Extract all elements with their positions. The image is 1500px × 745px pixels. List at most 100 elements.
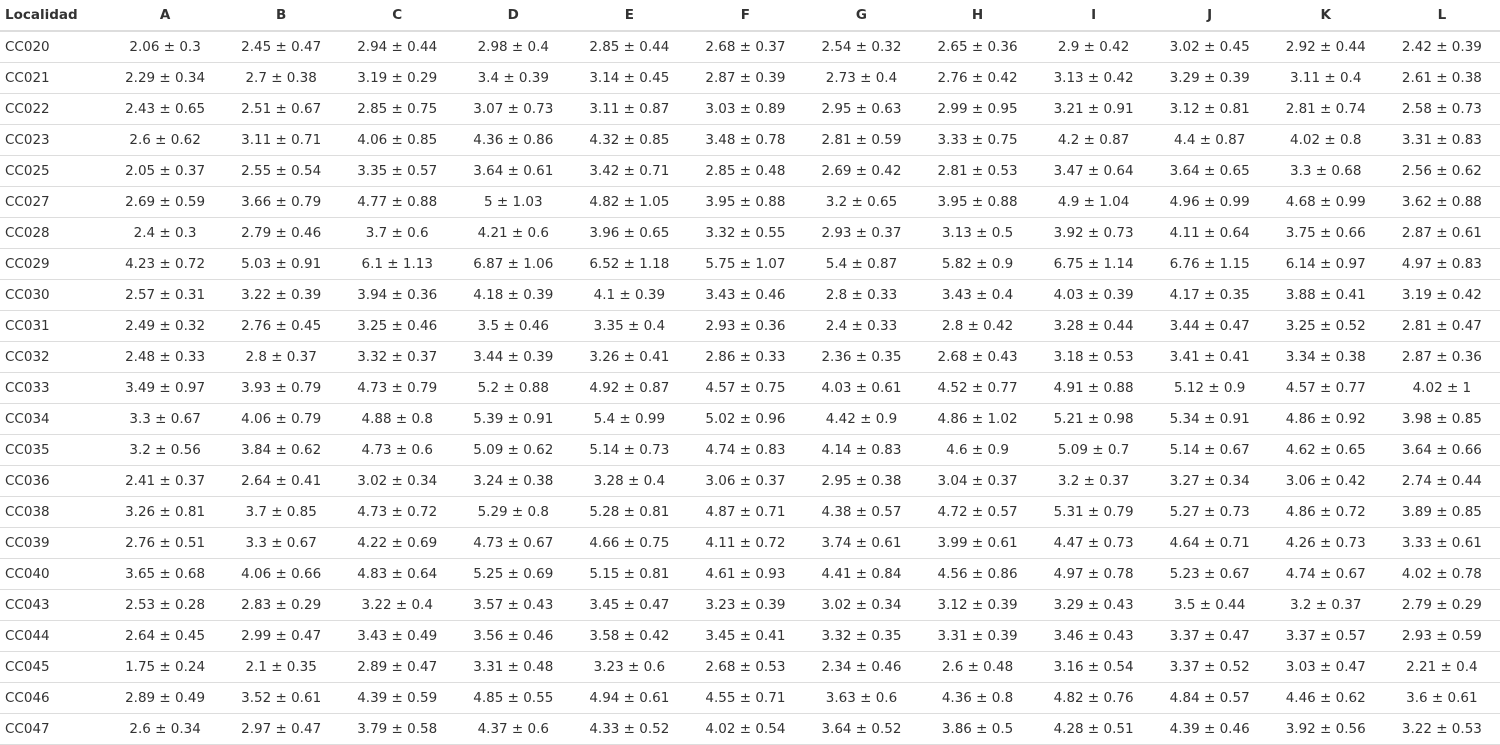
table-cell: 3.29 ± 0.39: [1151, 62, 1268, 94]
table-cell: 4.77 ± 0.88: [339, 186, 456, 218]
table-cell: 5.12 ± 0.9: [1151, 372, 1268, 404]
table-cell: 2.87 ± 0.36: [1383, 341, 1500, 373]
table-cell: 4.02 ± 0.8: [1267, 124, 1384, 156]
table-cell: 4.83 ± 0.64: [339, 558, 456, 590]
table-cell: 4.02 ± 0.78: [1383, 558, 1500, 590]
table-cell: 3.18 ± 0.53: [1035, 341, 1152, 373]
table-cell: 2.55 ± 0.54: [223, 155, 340, 187]
table-cell: 4.38 ± 0.57: [803, 496, 920, 528]
table-cell: 5.4 ± 0.99: [571, 403, 688, 435]
table-cell: 3.66 ± 0.79: [223, 186, 340, 218]
table-cell: 3.62 ± 0.88: [1383, 186, 1500, 218]
table-cell: 3.43 ± 0.4: [919, 279, 1036, 311]
table-cell: 4.73 ± 0.6: [339, 434, 456, 466]
row-label: CC025: [0, 155, 108, 187]
table-cell: 2.81 ± 0.74: [1267, 93, 1384, 125]
table-cell: 3.75 ± 0.66: [1267, 217, 1384, 249]
table-row: CC027 2.69 ± 0.59 3.66 ± 0.79 4.77 ± 0.88 5 …: [0, 186, 1500, 218]
table-cell: 2.4 ± 0.3: [107, 217, 224, 249]
table-cell: 5.39 ± 0.91: [455, 403, 572, 435]
table-cell: 3.64 ± 0.65: [1151, 155, 1268, 187]
table-cell: 4.47 ± 0.73: [1035, 527, 1152, 559]
table-cell: 3.28 ± 0.44: [1035, 310, 1152, 342]
table-row: CC022 2.43 ± 0.65 2.51 ± 0.67 2.85 ± 0.75 3.…: [0, 93, 1500, 125]
table-cell: 2.86 ± 0.33: [687, 341, 804, 373]
table-cell: 5.75 ± 1.07: [687, 248, 804, 280]
table-cell: 3.32 ± 0.35: [803, 620, 920, 652]
table-cell: 4.23 ± 0.72: [107, 248, 224, 280]
table-cell: 3.13 ± 0.42: [1035, 62, 1152, 94]
table-cell: 2.81 ± 0.47: [1383, 310, 1500, 342]
table-cell: 3.5 ± 0.44: [1151, 589, 1268, 621]
table-cell: 2.69 ± 0.42: [803, 155, 920, 187]
table-cell: 4.11 ± 0.64: [1151, 217, 1268, 249]
table-row: CC038 3.26 ± 0.81 3.7 ± 0.85 4.73 ± 0.72 5.2…: [0, 496, 1500, 528]
table-cell: 4.86 ± 0.92: [1267, 403, 1384, 435]
table-cell: 3.65 ± 0.68: [107, 558, 224, 590]
table-cell: 5.14 ± 0.67: [1151, 434, 1268, 466]
table-cell: 4.92 ± 0.87: [571, 372, 688, 404]
table-cell: 4.6 ± 0.9: [919, 434, 1036, 466]
table-cell: 3.7 ± 0.6: [339, 217, 456, 249]
table-cell: 3.33 ± 0.61: [1383, 527, 1500, 559]
table-cell: 3.29 ± 0.43: [1035, 589, 1152, 621]
table-cell: 4.32 ± 0.85: [571, 124, 688, 156]
table-cell: 2.54 ± 0.32: [803, 31, 920, 63]
table-cell: 2.7 ± 0.38: [223, 62, 340, 94]
table-cell: 2.6 ± 0.34: [107, 713, 224, 745]
table-cell: 2.93 ± 0.59: [1383, 620, 1500, 652]
table-row: CC034 3.3 ± 0.67 4.06 ± 0.79 4.88 ± 0.8 5.39…: [0, 403, 1500, 435]
table-row: CC040 3.65 ± 0.68 4.06 ± 0.66 4.83 ± 0.64 5.…: [0, 558, 1500, 590]
table-cell: 3.04 ± 0.37: [919, 465, 1036, 497]
table-cell: 2.9 ± 0.42: [1035, 31, 1152, 63]
table-cell: 4.62 ± 0.65: [1267, 434, 1384, 466]
row-label: CC035: [0, 434, 108, 466]
table-cell: 3.63 ± 0.6: [803, 682, 920, 714]
table-cell: 4.46 ± 0.62: [1267, 682, 1384, 714]
table-cell: 5.27 ± 0.73: [1151, 496, 1268, 528]
table-cell: 3.24 ± 0.38: [455, 465, 572, 497]
table-cell: 2.1 ± 0.35: [223, 651, 340, 683]
table-cell: 2.99 ± 0.95: [919, 93, 1036, 125]
table-cell: 2.64 ± 0.41: [223, 465, 340, 497]
table-row: CC031 2.49 ± 0.32 2.76 ± 0.45 3.25 ± 0.46 3.…: [0, 310, 1500, 342]
table-cell: 2.8 ± 0.42: [919, 310, 1036, 342]
table-cell: 4.73 ± 0.79: [339, 372, 456, 404]
table-cell: 2.49 ± 0.32: [107, 310, 224, 342]
table-cell: 3.02 ± 0.45: [1151, 31, 1268, 63]
table-cell: 3.3 ± 0.68: [1267, 155, 1384, 187]
table-row: CC047 2.6 ± 0.34 2.97 ± 0.47 3.79 ± 0.58 4.3…: [0, 713, 1500, 745]
table-cell: 3.25 ± 0.46: [339, 310, 456, 342]
table-cell: 2.06 ± 0.3: [107, 31, 224, 63]
table-cell: 3.2 ± 0.56: [107, 434, 224, 466]
table-cell: 4.41 ± 0.84: [803, 558, 920, 590]
table-cell: 5.02 ± 0.96: [687, 403, 804, 435]
table-row: CC029 4.23 ± 0.72 5.03 ± 0.91 6.1 ± 1.13 6.8…: [0, 248, 1500, 280]
table-cell: 1.75 ± 0.24: [107, 651, 224, 683]
table-cell: 3.14 ± 0.45: [571, 62, 688, 94]
table-cell: 5.21 ± 0.98: [1035, 403, 1152, 435]
table-cell: 4.39 ± 0.59: [339, 682, 456, 714]
table-cell: 2.56 ± 0.62: [1383, 155, 1500, 187]
table-cell: 4.26 ± 0.73: [1267, 527, 1384, 559]
table-cell: 2.93 ± 0.36: [687, 310, 804, 342]
table-cell: 3.22 ± 0.4: [339, 589, 456, 621]
row-label: CC029: [0, 248, 108, 280]
table-cell: 3.32 ± 0.55: [687, 217, 804, 249]
table-cell: 3.19 ± 0.42: [1383, 279, 1500, 311]
row-label: CC023: [0, 124, 108, 156]
table-cell: 3.3 ± 0.67: [223, 527, 340, 559]
row-label: CC047: [0, 713, 108, 745]
row-label: CC033: [0, 372, 108, 404]
table-cell: 2.53 ± 0.28: [107, 589, 224, 621]
table-cell: 2.98 ± 0.4: [455, 31, 572, 63]
table-cell: 4.9 ± 1.04: [1035, 186, 1152, 218]
table-cell: 3.11 ± 0.71: [223, 124, 340, 156]
table-cell: 2.05 ± 0.37: [107, 155, 224, 187]
table-cell: 6.1 ± 1.13: [339, 248, 456, 280]
table-cell: 4.03 ± 0.61: [803, 372, 920, 404]
table-row: CC032 2.48 ± 0.33 2.8 ± 0.37 3.32 ± 0.37 3.4…: [0, 341, 1500, 373]
table-cell: 4.33 ± 0.52: [571, 713, 688, 745]
table-cell: 4.06 ± 0.79: [223, 403, 340, 435]
table-cell: 3.98 ± 0.85: [1383, 403, 1500, 435]
